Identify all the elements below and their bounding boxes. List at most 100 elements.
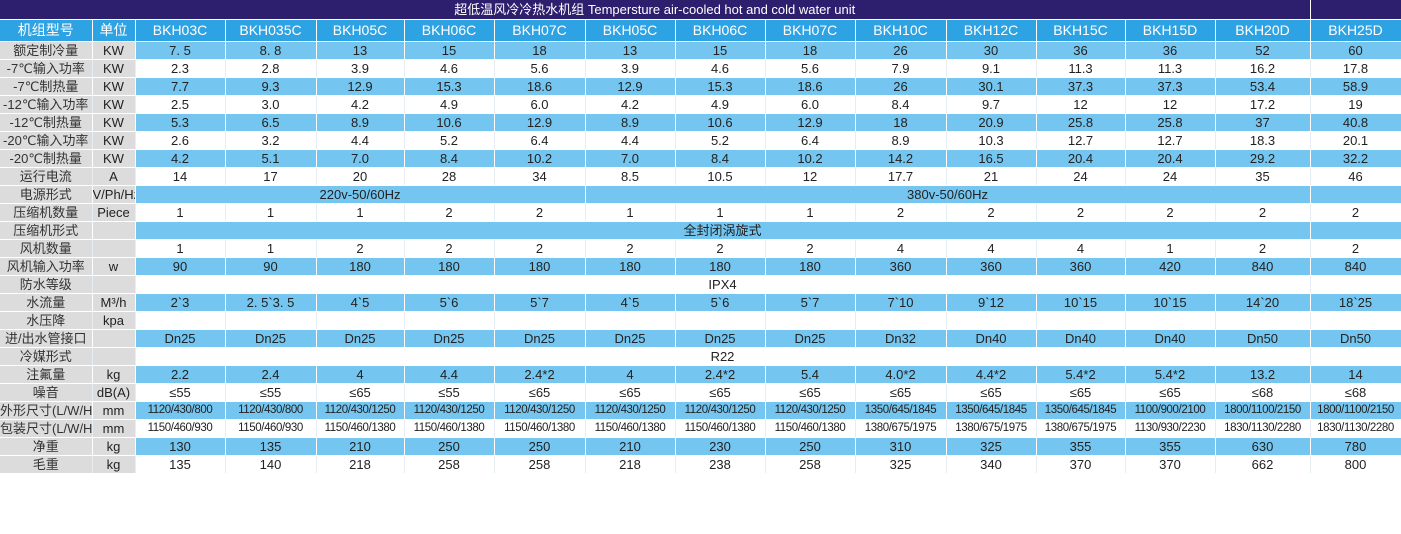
table-cell: 10.2 xyxy=(494,149,586,168)
table-cell: 210 xyxy=(585,437,676,456)
table-cell: 2 xyxy=(855,203,947,222)
table-cell: 218 xyxy=(585,455,676,474)
table-cell: 17 xyxy=(225,167,317,186)
table-cell: Dn50 xyxy=(1215,329,1311,348)
table-cell: 1150/460/1380 xyxy=(404,419,495,438)
table-cell: ≤65 xyxy=(316,383,405,402)
table-cell: 2 xyxy=(1310,239,1401,258)
table-cell: 8.9 xyxy=(316,113,405,132)
table-cell: 250 xyxy=(765,437,856,456)
table-cell: 630 xyxy=(1215,437,1311,456)
model-header: BKH15C xyxy=(1036,19,1126,42)
table-cell: 26 xyxy=(855,77,947,96)
table-cell: 2.4*2 xyxy=(494,365,586,384)
table-cell: 5`7 xyxy=(494,293,586,312)
table-cell: 11.3 xyxy=(1036,59,1126,78)
table-cell: 2 xyxy=(1125,203,1216,222)
table-row: 风机数量 1 1 2 2 2 2 2 2 4 4 4 1 2 2 xyxy=(0,239,1401,258)
table-cell: 250 xyxy=(404,437,495,456)
table-cell: 420 xyxy=(1125,257,1216,276)
table-cell: 135 xyxy=(225,437,317,456)
table-cell: ≤65 xyxy=(855,383,947,402)
table-cell: 9`12 xyxy=(946,293,1037,312)
row-label: 额定制冷量 xyxy=(0,41,93,60)
table-cell: 52 xyxy=(1215,41,1311,60)
table-cell: 180 xyxy=(316,257,405,276)
model-header: BKH10C xyxy=(855,19,947,42)
table-cell: 7.0 xyxy=(585,149,676,168)
table-cell: 37.3 xyxy=(1036,77,1126,96)
table-cell: 9.7 xyxy=(946,95,1037,114)
table-cell: 325 xyxy=(855,455,947,474)
row-unit: KW xyxy=(92,113,136,132)
table-row: 注氟量 kg 2.2 2.4 4 4.4 2.4*2 4 2.4*2 5.4 4.0*2 4.4*2 5… xyxy=(0,365,1401,384)
row-label: 外形尺寸(L/W/H) xyxy=(0,401,93,420)
table-cell: 1120/430/1250 xyxy=(404,401,495,420)
table-cell: 1800/1100/2150 xyxy=(1215,401,1311,420)
table-cell: 2 xyxy=(946,203,1037,222)
row-unit: V/Ph/Hz xyxy=(92,185,136,204)
table-cell: 11.3 xyxy=(1125,59,1216,78)
table-cell: 180 xyxy=(585,257,676,276)
table-cell: 4.6 xyxy=(675,59,766,78)
table-cell: Dn50 xyxy=(1310,329,1401,348)
table-row: 运行电流 A 14 17 20 28 34 8.5 10.5 12 17.7 21 24 24 35 46 xyxy=(0,167,1401,186)
table-cell: 218 xyxy=(316,455,405,474)
row-label: -20℃制热量 xyxy=(0,149,93,168)
table-cell: 355 xyxy=(1036,437,1126,456)
table-cell: 26 xyxy=(855,41,947,60)
table-cell: 30 xyxy=(946,41,1037,60)
table-cell: 28 xyxy=(404,167,495,186)
row-label: 风机输入功率 xyxy=(0,257,93,276)
table-cell: 4 xyxy=(1036,239,1126,258)
table-cell xyxy=(404,311,495,330)
table-cell: 6.4 xyxy=(765,131,856,150)
merged-cell: 380v-50/60Hz xyxy=(585,185,1311,204)
table-cell: 1150/460/930 xyxy=(225,419,317,438)
row-unit: kg xyxy=(92,365,136,384)
table-row: 包装尺寸(L/W/H) mm 1150/460/930 1150/460/930 115… xyxy=(0,419,1401,438)
table-cell xyxy=(946,311,1037,330)
table-cell xyxy=(1125,311,1216,330)
table-cell: 238 xyxy=(675,455,766,474)
row-label: 电源形式 xyxy=(0,185,93,204)
spec-table: 超低温风冷冷热水机组 Tempersture air-cooled hot an… xyxy=(0,0,1401,474)
table-cell: 180 xyxy=(675,257,766,276)
table-cell: 130 xyxy=(135,437,226,456)
table-cell: 2 xyxy=(1215,203,1311,222)
row-label: -12℃输入功率 xyxy=(0,95,93,114)
table-cell: 15 xyxy=(404,41,495,60)
table-cell: 17.7 xyxy=(855,167,947,186)
row-label: -20℃输入功率 xyxy=(0,131,93,150)
row-label: 噪音 xyxy=(0,383,93,402)
table-row: 冷媒形式 R22 xyxy=(0,347,1401,366)
table-cell: 36 xyxy=(1125,41,1216,60)
table-cell: 5.3 xyxy=(135,113,226,132)
table-cell xyxy=(225,311,317,330)
row-unit: KW xyxy=(92,149,136,168)
table-cell: 4.9 xyxy=(404,95,495,114)
table-cell: 1830/1130/2280 xyxy=(1215,419,1311,438)
table-cell: 2.6 xyxy=(135,131,226,150)
table-cell: 4`5 xyxy=(316,293,405,312)
table-cell: Dn40 xyxy=(1125,329,1216,348)
table-cell: 340 xyxy=(946,455,1037,474)
row-label: 冷媒形式 xyxy=(0,347,93,366)
table-cell: 12 xyxy=(765,167,856,186)
table-row: -12℃输入功率 KW 2.5 3.0 4.2 4.9 6.0 4.2 4.9 6.0 8.4 9.7… xyxy=(0,95,1401,114)
row-unit: mm xyxy=(92,419,136,438)
table-cell: 17.2 xyxy=(1215,95,1311,114)
table-cell xyxy=(1310,311,1401,330)
table-cell: 5.4*2 xyxy=(1125,365,1216,384)
table-cell: 1 xyxy=(675,203,766,222)
table-row: -7℃制热量 KW 7.7 9.3 12.9 15.3 18.6 12.9 15.3 18.6 26… xyxy=(0,77,1401,96)
table-cell: 8.4 xyxy=(855,95,947,114)
table-cell: 360 xyxy=(855,257,947,276)
table-cell: 2.4*2 xyxy=(675,365,766,384)
table-cell: ≤65 xyxy=(765,383,856,402)
table-cell: 8.4 xyxy=(404,149,495,168)
table-cell: 90 xyxy=(135,257,226,276)
row-label: 进/出水管接口 xyxy=(0,329,93,348)
table-cell: 9.1 xyxy=(946,59,1037,78)
model-header: BKH06C xyxy=(675,19,766,42)
